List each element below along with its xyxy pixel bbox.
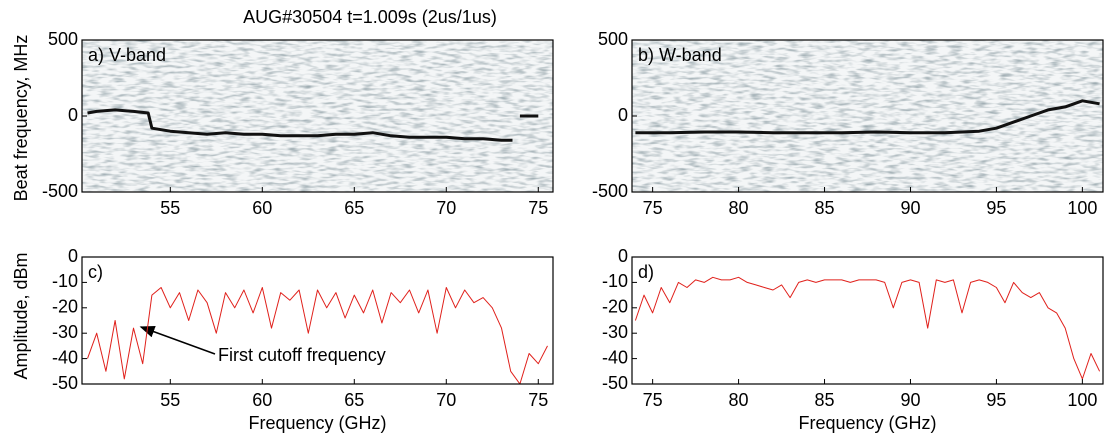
- x-axis-title: Frequency (GHz): [248, 413, 386, 433]
- panel-label: b) W-band: [638, 45, 722, 65]
- spectrogram-noise: [82, 40, 553, 192]
- beat-ridge: [635, 99, 1100, 135]
- y-tick-label: 500: [48, 29, 78, 49]
- x-tick-label: 55: [160, 198, 180, 218]
- annotation-arrow: [139, 325, 216, 355]
- x-tick-label: 80: [729, 198, 749, 218]
- y-tick-label: -50: [602, 373, 628, 393]
- y-tick-label: -40: [52, 347, 78, 367]
- y-tick-label: -20: [52, 297, 78, 317]
- x-tick-label: 85: [815, 198, 835, 218]
- y-axis-title: Beat frequency, MHz: [11, 35, 31, 202]
- x-tick-label: 75: [528, 198, 548, 218]
- x-axis-title: Frequency (GHz): [798, 413, 936, 433]
- panel-label: a) V-band: [88, 45, 166, 65]
- x-tick-label: 100: [1067, 198, 1097, 218]
- y-axis-title: Amplitude, dBm: [11, 252, 31, 379]
- amplitude-line: [87, 287, 548, 385]
- y-tick-label: -500: [42, 181, 78, 201]
- y-tick-label: 0: [68, 246, 78, 266]
- x-tick-label: 55: [160, 390, 180, 410]
- x-tick-label: 95: [986, 198, 1006, 218]
- annotation: First cutoff frequency: [218, 345, 386, 365]
- x-tick-label: 90: [900, 198, 920, 218]
- x-tick-label: 65: [344, 390, 364, 410]
- amplitude-line: [634, 276, 1101, 380]
- beat-ridge: [87, 108, 539, 142]
- figure-title: AUG#30504 t=1.009s (2us/1us): [243, 7, 497, 27]
- x-tick-label: 80: [729, 390, 749, 410]
- x-tick-label: 90: [900, 390, 920, 410]
- x-tick-label: 60: [252, 390, 272, 410]
- y-tick-label: 0: [618, 246, 628, 266]
- y-tick-label: -10: [602, 271, 628, 291]
- x-tick-label: 75: [643, 390, 663, 410]
- y-tick-label: -40: [602, 347, 628, 367]
- spectrogram-noise: [632, 40, 1103, 192]
- x-tick-label: 70: [436, 390, 456, 410]
- y-tick-label: 0: [68, 105, 78, 125]
- y-tick-label: 0: [618, 105, 628, 125]
- y-tick-label: -30: [52, 322, 78, 342]
- plot-frame: [631, 256, 1104, 385]
- y-tick-label: 500: [598, 29, 628, 49]
- x-tick-label: 65: [344, 198, 364, 218]
- x-tick-label: 100: [1067, 390, 1097, 410]
- x-tick-label: 70: [436, 198, 456, 218]
- y-tick-label: -20: [602, 297, 628, 317]
- x-tick-label: 85: [815, 390, 835, 410]
- x-tick-label: 95: [986, 390, 1006, 410]
- panel-label: c): [88, 262, 103, 282]
- panel-label: d): [638, 262, 654, 282]
- y-tick-label: -30: [602, 322, 628, 342]
- y-tick-label: -500: [592, 181, 628, 201]
- x-tick-label: 75: [528, 390, 548, 410]
- x-tick-label: 75: [643, 198, 663, 218]
- y-tick-label: -50: [52, 373, 78, 393]
- plot-frame: [81, 256, 554, 385]
- y-tick-label: -10: [52, 271, 78, 291]
- x-tick-label: 60: [252, 198, 272, 218]
